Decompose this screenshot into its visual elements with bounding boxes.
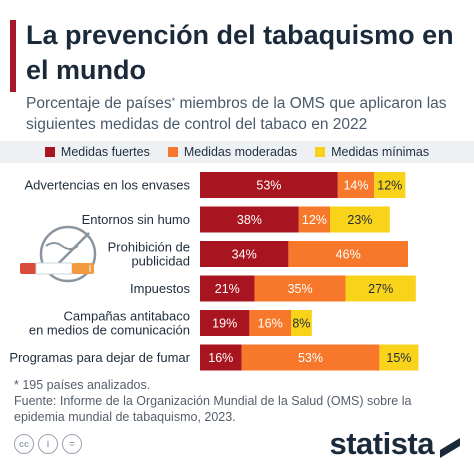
bar-segment: [249, 310, 291, 336]
data-label: 8%: [292, 317, 310, 331]
legend-item-fuertes: Medidas fuertes: [44, 145, 150, 159]
legend-item-moderadas: Medidas moderadas: [167, 145, 298, 159]
category-label: Programas para dejar de fumar: [9, 350, 190, 365]
legend-band: [0, 141, 474, 163]
bar-segment: [291, 310, 312, 336]
category-label: Advertencias en los envases: [25, 178, 191, 193]
subtitle-footnote-mark: *: [171, 96, 176, 106]
subtitle-part-1: Porcentaje de países: [26, 95, 172, 112]
bar-segment: [200, 344, 242, 371]
bar-segment: [241, 344, 380, 371]
bar-segment: [337, 172, 375, 198]
bar-segment: [330, 206, 390, 233]
data-label: 27%: [368, 282, 393, 296]
statista-logo-icon: [440, 438, 460, 458]
category-label: publicidad: [131, 254, 190, 269]
bar-segment: [379, 344, 419, 371]
license-icons: cc i =: [14, 434, 82, 454]
legend-label-fuertes: Medidas fuertes: [60, 145, 150, 159]
bar-segment: [254, 275, 346, 302]
category-label: Campañas antitabaco: [64, 309, 190, 324]
data-label: 15%: [386, 351, 411, 365]
bar-segment: [200, 275, 255, 302]
cigarette-icon: [20, 225, 97, 283]
data-label: 53%: [298, 351, 323, 365]
statista-logo-text[interactable]: statista: [329, 426, 434, 461]
data-label: 38%: [237, 213, 262, 227]
footnote: * 195 países analizados. Fuente: Informe…: [14, 377, 464, 425]
chart-title: La prevención del tabaquismo en el mundo: [26, 20, 454, 85]
cc-icon[interactable]: cc: [14, 434, 34, 454]
bar-segment: [298, 206, 330, 233]
data-label: 16%: [258, 317, 283, 331]
legend-swatch-fuertes: [44, 147, 55, 157]
footnote-source: Fuente: Informe de la Organización Mundi…: [14, 394, 412, 424]
legend-label-moderadas: Medidas moderadas: [183, 145, 298, 159]
data-label: 35%: [288, 282, 313, 296]
data-label: 12%: [377, 179, 402, 193]
category-label: Entornos sin humo: [82, 212, 190, 227]
bar-segment: [288, 241, 408, 267]
legend-label-minimas: Medidas mínimas: [331, 145, 430, 159]
chart-subtitle: Porcentaje de países* miembros de la OMS…: [26, 93, 466, 135]
data-label: 12%: [302, 213, 327, 227]
subtitle-part-2: miembros de la OMS que aplicaron las sig…: [26, 95, 447, 133]
category-label: en medios de comunicación: [29, 323, 190, 338]
footnote-note: * 195 países analizados.: [14, 378, 151, 392]
category-label: Prohibición de: [108, 240, 190, 255]
bar-segment: [374, 172, 406, 198]
data-label: 53%: [256, 179, 281, 193]
data-label: 34%: [232, 248, 257, 262]
by-icon[interactable]: i: [38, 434, 58, 454]
data-label: 16%: [208, 351, 233, 365]
bar-segment: [345, 275, 416, 302]
data-label: 19%: [212, 317, 237, 331]
data-label: 14%: [343, 179, 368, 193]
footer: cc i = statista: [0, 424, 474, 474]
bar-segment: [200, 310, 250, 336]
bar-segment: [200, 206, 299, 233]
bar-segment: [200, 172, 338, 198]
legend: Medidas fuertes Medidas moderadas Medida…: [0, 141, 474, 163]
bar-segment: [200, 241, 289, 267]
data-label: 46%: [336, 248, 361, 262]
data-label: 23%: [347, 213, 372, 227]
nd-icon[interactable]: =: [62, 434, 82, 454]
legend-swatch-moderadas: [167, 147, 178, 157]
title-accent-bar: [10, 20, 16, 92]
data-label: 21%: [215, 282, 240, 296]
category-label: Impuestos: [130, 281, 190, 296]
legend-swatch-minimas: [315, 147, 326, 157]
legend-item-minimas: Medidas mínimas: [315, 145, 429, 159]
